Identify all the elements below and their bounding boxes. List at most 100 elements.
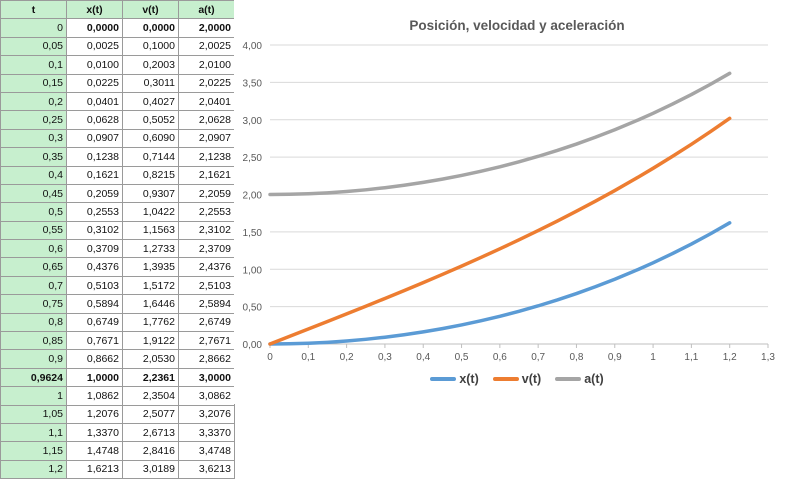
table-cell[interactable]: 0,2553 [66,202,123,222]
table-cell[interactable]: 2,7671 [178,331,235,351]
table-cell[interactable]: 0,1621 [66,165,123,185]
table-cell[interactable]: 3,3370 [178,422,235,443]
table-cell[interactable]: 1,6213 [66,459,123,479]
table-cell[interactable]: 1,6446 [122,294,179,314]
table-cell[interactable]: 1,3370 [66,422,123,443]
table-cell[interactable]: 2,5894 [178,294,235,314]
cell-t[interactable]: 0,2 [0,91,67,112]
table-cell[interactable]: 3,6213 [178,459,235,479]
table-cell[interactable]: 0,0100 [66,55,123,75]
table-cell[interactable]: 2,6713 [122,422,179,443]
table-cell[interactable]: 0,6090 [122,128,179,149]
header-t[interactable]: t [0,0,67,20]
cell-t[interactable]: 0,85 [0,331,67,351]
table-cell[interactable]: 0,8215 [122,165,179,185]
table-cell[interactable]: 3,0862 [178,386,235,406]
table-cell[interactable]: 0,3011 [122,73,179,93]
table-cell[interactable]: 0,4376 [66,257,123,277]
table-cell[interactable]: 0,3102 [66,220,123,241]
cell-t[interactable]: 1,15 [0,441,67,461]
table-cell[interactable]: 2,0907 [178,128,235,149]
header-a[interactable]: a(t) [178,0,235,20]
legend-item[interactable]: x(t) [430,372,479,386]
table-cell[interactable]: 2,3102 [178,220,235,241]
cell-t[interactable]: 0 [0,18,67,38]
table-cell[interactable]: 3,0000 [178,367,235,388]
table-cell[interactable]: 0,5052 [122,110,179,130]
table-cell[interactable]: 0,5103 [66,275,123,296]
table-cell[interactable]: 2,0225 [178,73,235,93]
table-cell[interactable]: 2,8416 [122,441,179,461]
table-cell[interactable]: 1,2076 [66,404,123,424]
table-cell[interactable]: 1,0422 [122,202,179,222]
legend-item[interactable]: v(t) [492,372,541,386]
cell-t[interactable]: 0,4 [0,165,67,185]
cell-t[interactable]: 0,65 [0,257,67,277]
legend-item[interactable]: a(t) [555,372,604,386]
cell-t[interactable]: 0,75 [0,294,67,314]
table-cell[interactable]: 0,2003 [122,55,179,75]
table-cell[interactable]: 1,0000 [66,367,123,388]
table-cell[interactable]: 2,2361 [122,367,179,388]
table-cell[interactable]: 0,4027 [122,91,179,112]
table-cell[interactable]: 0,0000 [122,18,179,38]
cell-t[interactable]: 0,3 [0,128,67,149]
table-cell[interactable]: 0,9307 [122,183,179,204]
table-cell[interactable]: 1,4748 [66,441,123,461]
table-cell[interactable]: 2,6749 [178,312,235,333]
table-cell[interactable]: 3,0189 [122,459,179,479]
table-cell[interactable]: 2,0025 [178,36,235,57]
cell-t[interactable]: 1,05 [0,404,67,424]
table-cell[interactable]: 2,8662 [178,349,235,369]
table-cell[interactable]: 3,2076 [178,404,235,424]
table-cell[interactable]: 0,8662 [66,349,123,369]
cell-t[interactable]: 0,35 [0,147,67,167]
table-cell[interactable]: 2,0401 [178,91,235,112]
cell-t[interactable]: 0,55 [0,220,67,241]
table-cell[interactable]: 1,9122 [122,331,179,351]
cell-t[interactable]: 0,9624 [0,367,67,388]
table-cell[interactable]: 2,0000 [178,18,235,38]
cell-t[interactable]: 0,9 [0,349,67,369]
cell-t[interactable]: 0,8 [0,312,67,333]
table-cell[interactable]: 0,2059 [66,183,123,204]
cell-t[interactable]: 0,15 [0,73,67,93]
header-x[interactable]: x(t) [66,0,123,20]
cell-t[interactable]: 0,1 [0,55,67,75]
table-cell[interactable]: 1,5172 [122,275,179,296]
table-cell[interactable]: 2,5077 [122,404,179,424]
table-cell[interactable]: 2,5103 [178,275,235,296]
cell-t[interactable]: 0,7 [0,275,67,296]
cell-t[interactable]: 0,5 [0,202,67,222]
table-cell[interactable]: 3,4748 [178,441,235,461]
table-cell[interactable]: 2,3709 [178,239,235,259]
table-cell[interactable]: 0,7144 [122,147,179,167]
table-cell[interactable]: 1,3935 [122,257,179,277]
table-cell[interactable]: 0,0628 [66,110,123,130]
cell-t[interactable]: 1,1 [0,422,67,443]
table-cell[interactable]: 2,0628 [178,110,235,130]
cell-t[interactable]: 0,25 [0,110,67,130]
table-cell[interactable]: 2,4376 [178,257,235,277]
table-cell[interactable]: 2,1621 [178,165,235,185]
table-cell[interactable]: 2,2553 [178,202,235,222]
table-cell[interactable]: 0,1238 [66,147,123,167]
chart-area[interactable]: Posición, velocidad y aceleración 0,00 0,… [234,0,800,404]
table-cell[interactable]: 2,0530 [122,349,179,369]
table-cell[interactable]: 0,0225 [66,73,123,93]
table-cell[interactable]: 2,0100 [178,55,235,75]
table-cell[interactable]: 1,0862 [66,386,123,406]
cell-t[interactable]: 0,45 [0,183,67,204]
table-cell[interactable]: 0,0907 [66,128,123,149]
header-v[interactable]: v(t) [122,0,179,20]
cell-t[interactable]: 0,6 [0,239,67,259]
table-cell[interactable]: 0,6749 [66,312,123,333]
table-cell[interactable]: 2,2059 [178,183,235,204]
table-cell[interactable]: 0,0401 [66,91,123,112]
table-cell[interactable]: 0,7671 [66,331,123,351]
table-cell[interactable]: 0,3709 [66,239,123,259]
cell-t[interactable]: 0,05 [0,36,67,57]
table-cell[interactable]: 0,0000 [66,18,123,38]
table-cell[interactable]: 1,1563 [122,220,179,241]
table-cell[interactable]: 0,1000 [122,36,179,57]
